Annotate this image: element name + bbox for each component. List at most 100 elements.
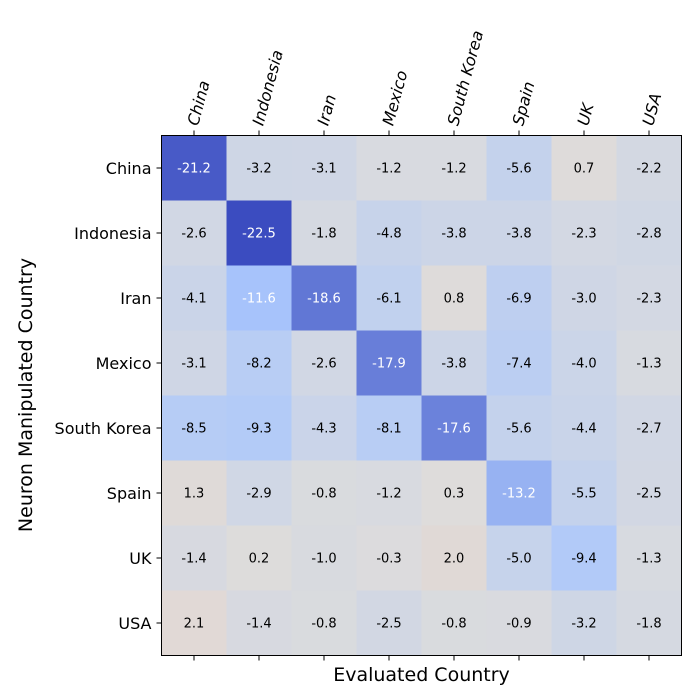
heatmap-cell [356, 460, 422, 526]
heatmap-cell [291, 395, 357, 461]
heatmap-cell [486, 200, 552, 266]
cell-value-label: -18.6 [307, 292, 341, 307]
cell-value-label: -2.2 [636, 162, 661, 177]
heatmap-cell [356, 395, 422, 461]
y-tick-label: Spain [107, 484, 152, 503]
cell-value-label: -4.1 [181, 292, 206, 307]
y-tick-label: USA [118, 614, 151, 633]
cell-value-label: -13.2 [502, 487, 536, 502]
y-tick-label: China [106, 159, 152, 178]
cell-value-label: -3.2 [571, 617, 596, 632]
cell-value-label: -11.6 [242, 292, 276, 307]
cell-value-label: -4.3 [311, 422, 336, 437]
cell-value-label: -21.2 [177, 162, 211, 177]
cell-value-label: -2.7 [636, 422, 661, 437]
cell-value-label: -3.1 [311, 162, 336, 177]
cell-value-label: -1.3 [636, 552, 661, 567]
heatmap-cell [356, 265, 422, 331]
cell-value-label: -5.5 [571, 487, 596, 502]
y-tick-label: Indonesia [74, 224, 151, 243]
heatmap-cell [356, 330, 422, 396]
x-tick-label: USA [639, 91, 666, 128]
cell-value-label: -1.0 [311, 552, 336, 567]
axis-ticks [156, 130, 650, 661]
heatmap-cell [551, 525, 617, 591]
heatmap-cell [226, 590, 292, 656]
cell-value-label: 0.7 [574, 162, 595, 177]
heatmap-cell [226, 330, 292, 396]
heatmap-cell [551, 395, 617, 461]
heatmap-cell [486, 460, 552, 526]
heatmap-cell [356, 525, 422, 591]
x-tick-label: China [184, 78, 214, 127]
cell-value-label: -8.2 [246, 357, 271, 372]
heatmap-cell [616, 200, 682, 266]
cell-value-label: -2.8 [636, 227, 661, 242]
cell-value-label: -6.9 [506, 292, 531, 307]
y-tick-labels: China Indonesia Iran Mexico South Korea Spain… [55, 159, 152, 633]
heatmap-cell [291, 200, 357, 266]
heatmap-cell [161, 330, 227, 396]
heatmap-cell [421, 330, 487, 396]
cell-value-label: -2.3 [571, 227, 596, 242]
heatmap-cell [616, 525, 682, 591]
cell-value-label: -4.0 [571, 357, 596, 372]
heatmap-cell [161, 525, 227, 591]
x-tick-label: UK [574, 100, 598, 128]
cell-value-label: 0.2 [249, 552, 270, 567]
cell-value-label: -8.1 [376, 422, 401, 437]
cell-value-label: -0.8 [441, 617, 466, 632]
cell-value-label: -4.8 [376, 227, 401, 242]
cell-value-label: -2.9 [246, 487, 271, 502]
y-tick-label: South Korea [55, 419, 152, 438]
cell-value-label: -8.5 [181, 422, 206, 437]
heatmap-cell-labels: -21.2 -3.2 -3.1 -1.2 -1.2 -5.6 0.7 -2.2 -2.6 -22.… [177, 162, 662, 632]
heatmap-cell [421, 265, 487, 331]
heatmap-cell [291, 590, 357, 656]
heatmap-cell [551, 590, 617, 656]
heatmap-cell [616, 590, 682, 656]
heatmap-cell [616, 265, 682, 331]
heatmap-cell [226, 460, 292, 526]
cell-value-label: -3.0 [571, 292, 596, 307]
heatmap-cells [161, 135, 682, 656]
heatmap-cell [161, 590, 227, 656]
heatmap-cell [551, 135, 617, 201]
cell-value-label: -2.3 [636, 292, 661, 307]
heatmap-cell [486, 265, 552, 331]
y-tick-label: UK [129, 549, 152, 568]
cell-value-label: -2.5 [376, 617, 401, 632]
heatmap-cell [291, 460, 357, 526]
cell-value-label: -1.2 [441, 162, 466, 177]
heatmap-cell [421, 590, 487, 656]
cell-value-label: -1.4 [246, 617, 271, 632]
x-tick-label: Spain [509, 79, 539, 127]
heatmap-cell [616, 135, 682, 201]
heatmap-cell [616, 460, 682, 526]
x-axis-title: Evaluated Country [333, 664, 510, 686]
cell-value-label: -22.5 [242, 227, 276, 242]
cell-value-label: -3.1 [181, 357, 206, 372]
heatmap-cell [551, 265, 617, 331]
heatmap-cell [421, 460, 487, 526]
x-tick-label: Indonesia [249, 48, 287, 128]
cell-value-label: -4.4 [571, 422, 596, 437]
cell-value-label: -0.8 [311, 487, 336, 502]
x-tick-labels: China Indonesia Iran Mexico South Korea Spain… [184, 28, 666, 127]
cell-value-label: -1.2 [376, 487, 401, 502]
heatmap-cell [356, 200, 422, 266]
cell-value-label: -1.8 [636, 617, 661, 632]
heatmap-cell [291, 265, 357, 331]
cell-value-label: -3.8 [441, 357, 466, 372]
heatmap-cell [161, 395, 227, 461]
cell-value-label: -1.2 [376, 162, 401, 177]
y-tick-label: Iran [120, 289, 151, 308]
heatmap-cell [161, 200, 227, 266]
cell-value-label: -6.1 [376, 292, 401, 307]
cell-value-label: -7.4 [506, 357, 531, 372]
heatmap-cell [226, 265, 292, 331]
heatmap-cell [161, 135, 227, 201]
heatmap-cell [551, 460, 617, 526]
cell-value-label: -5.6 [506, 422, 531, 437]
